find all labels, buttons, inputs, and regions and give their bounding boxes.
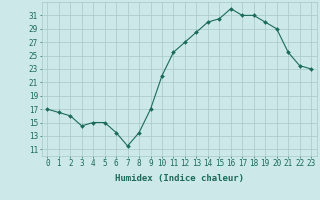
X-axis label: Humidex (Indice chaleur): Humidex (Indice chaleur) [115,174,244,183]
